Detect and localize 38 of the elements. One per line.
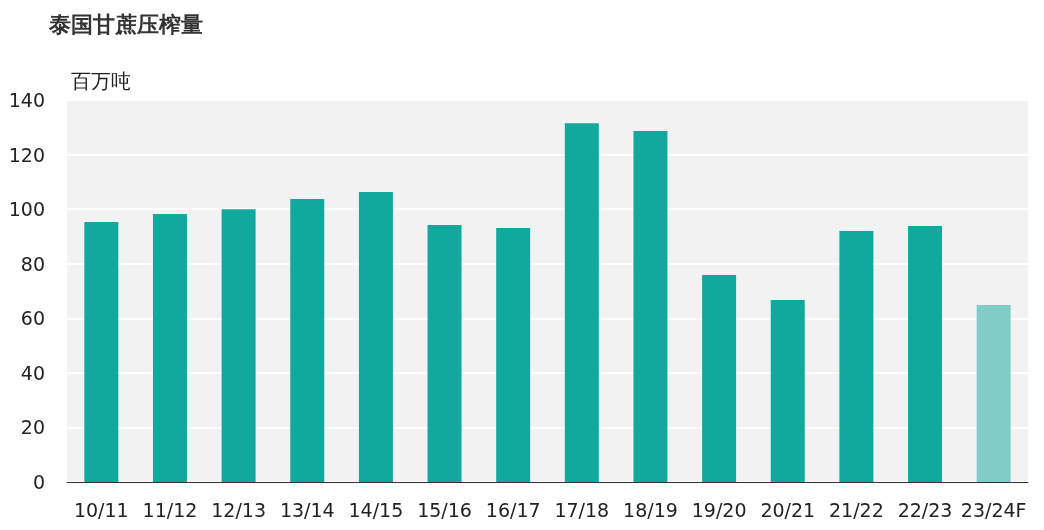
bar <box>702 274 737 482</box>
bar <box>976 304 1011 482</box>
bar <box>564 123 599 482</box>
x-tick-label: 23/24F <box>960 498 1027 521</box>
bar <box>84 221 119 482</box>
x-tick-label: 13/14 <box>279 498 335 521</box>
bar <box>908 226 943 482</box>
x-tick-label: 19/20 <box>691 498 747 521</box>
x-tick-label: 14/15 <box>348 498 404 521</box>
y-tick-label: 60 <box>20 307 45 330</box>
y-tick-label: 100 <box>8 198 45 221</box>
y-axis-title: 百万吨 <box>71 69 131 93</box>
bar <box>290 199 325 482</box>
bar <box>427 224 462 482</box>
bar <box>770 300 805 482</box>
y-tick-label: 0 <box>32 471 45 493</box>
y-tick-label: 80 <box>20 252 45 275</box>
y-tick-label: 120 <box>8 143 45 166</box>
x-tick-label: 18/19 <box>623 498 678 521</box>
x-tick-label: 16/17 <box>485 498 541 521</box>
x-tick-label: 21/22 <box>829 498 884 521</box>
bar <box>152 214 187 482</box>
y-tick-label: 140 <box>8 89 45 111</box>
bar <box>221 209 256 482</box>
bar <box>496 227 531 482</box>
x-tick-label: 12/13 <box>211 498 266 521</box>
bar <box>839 230 874 482</box>
x-tick-label: 15/16 <box>417 498 472 521</box>
chart-title: 泰国甘蔗压榨量 <box>48 11 203 37</box>
y-tick-label: 40 <box>20 361 45 384</box>
x-tick-label: 11/12 <box>142 498 198 521</box>
x-tick-label: 20/21 <box>760 498 816 521</box>
x-tick-label: 10/11 <box>73 498 129 521</box>
bar <box>358 191 393 482</box>
x-tick-label: 22/23 <box>897 498 953 521</box>
x-tick-label: 17/18 <box>554 498 610 521</box>
bar <box>633 131 668 482</box>
y-tick-label: 20 <box>20 416 45 439</box>
